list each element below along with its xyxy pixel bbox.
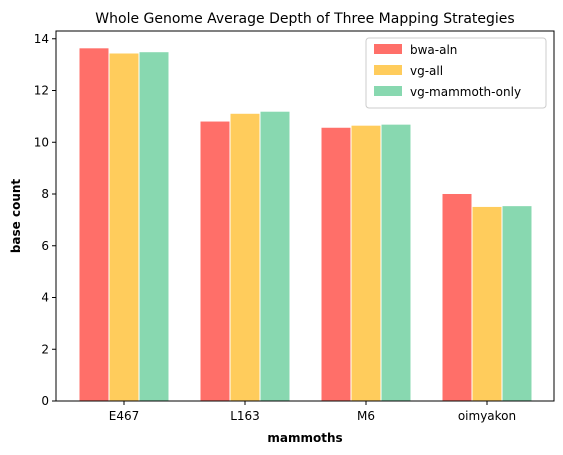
y-tick-label: 6 bbox=[41, 239, 49, 253]
x-tick-label: E467 bbox=[109, 409, 140, 423]
legend-swatch-bwa-aln bbox=[374, 44, 402, 54]
bar-vg-mammoth-only-M6 bbox=[380, 123, 412, 402]
bar-bwa-aln-M6 bbox=[320, 126, 352, 402]
y-axis-label: base count bbox=[9, 179, 23, 254]
bar-vg-mammoth-only-L163 bbox=[259, 110, 291, 402]
bar-vg-mammoth-only-E467 bbox=[138, 51, 170, 402]
x-tick-label: L163 bbox=[230, 409, 260, 423]
y-tick-label: 12 bbox=[34, 84, 49, 98]
legend-box bbox=[365, 37, 547, 109]
bar-vg-all-L163 bbox=[229, 112, 261, 402]
legend-label-vg-mammoth-only: vg-mammoth-only bbox=[410, 85, 521, 99]
legend-swatch-vg-all bbox=[374, 65, 402, 75]
bar-bwa-aln-E467 bbox=[78, 47, 110, 402]
y-axis: 0 2 4 6 8 10 12 14 bbox=[34, 32, 56, 408]
legend-swatch-vg-mammoth-only bbox=[374, 86, 402, 96]
y-tick-label: 14 bbox=[34, 32, 49, 46]
x-axis-label: mammoths bbox=[267, 431, 342, 445]
x-tick-label: oimyakon bbox=[458, 409, 516, 423]
legend-label-bwa-aln: bwa-aln bbox=[410, 43, 457, 57]
x-axis: E467 L163 M6 oimyakon bbox=[109, 401, 516, 423]
y-tick-label: 2 bbox=[41, 342, 49, 356]
legend-label-vg-all: vg-all bbox=[410, 64, 443, 78]
y-tick-label: 10 bbox=[34, 135, 49, 149]
y-tick-label: 4 bbox=[41, 291, 49, 305]
legend: bwa-aln vg-all vg-mammoth-only bbox=[365, 37, 547, 109]
x-tick-label: M6 bbox=[357, 409, 375, 423]
bar-vg-all-E467 bbox=[108, 52, 140, 402]
chart-title: Whole Genome Average Depth of Three Mapp… bbox=[95, 11, 514, 27]
bar-vg-all-oimyakon bbox=[471, 205, 503, 402]
bar-bwa-aln-oimyakon bbox=[441, 192, 473, 402]
y-tick-label: 0 bbox=[41, 394, 49, 408]
bar-bwa-aln-L163 bbox=[199, 120, 231, 402]
plot-frame bbox=[55, 30, 555, 402]
bar-vg-all-M6 bbox=[350, 124, 382, 402]
bars-group bbox=[78, 47, 533, 402]
y-tick-label: 8 bbox=[41, 187, 49, 201]
bar-vg-mammoth-only-oimyakon bbox=[501, 205, 533, 402]
